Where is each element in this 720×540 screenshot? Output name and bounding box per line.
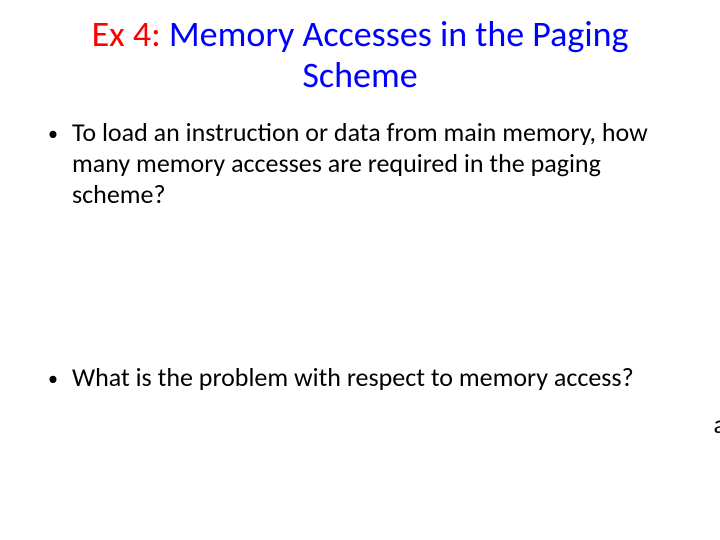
bullet-item: • To load an instruction or data from ma… (48, 117, 690, 211)
title-rest-line1: Memory Accesses in the Paging (169, 12, 629, 56)
bullet-text: What is the problem with respect to memo… (72, 362, 690, 393)
title-prefix: Ex 4: (92, 12, 169, 56)
slide-title: Ex 4: Memory Accesses in the Paging Sche… (0, 0, 720, 97)
spacer (48, 222, 690, 362)
bullet-marker: • (48, 362, 72, 394)
slide-body: • To load an instruction or data from ma… (0, 97, 720, 395)
bullet-marker: • (48, 117, 72, 149)
title-rest-line2: Scheme (302, 53, 417, 97)
bullet-text: To load an instruction or data from main… (72, 117, 690, 211)
stray-char: a (714, 408, 720, 440)
bullet-item: • What is the problem with respect to me… (48, 362, 690, 394)
slide: Ex 4: Memory Accesses in the Paging Sche… (0, 0, 720, 540)
